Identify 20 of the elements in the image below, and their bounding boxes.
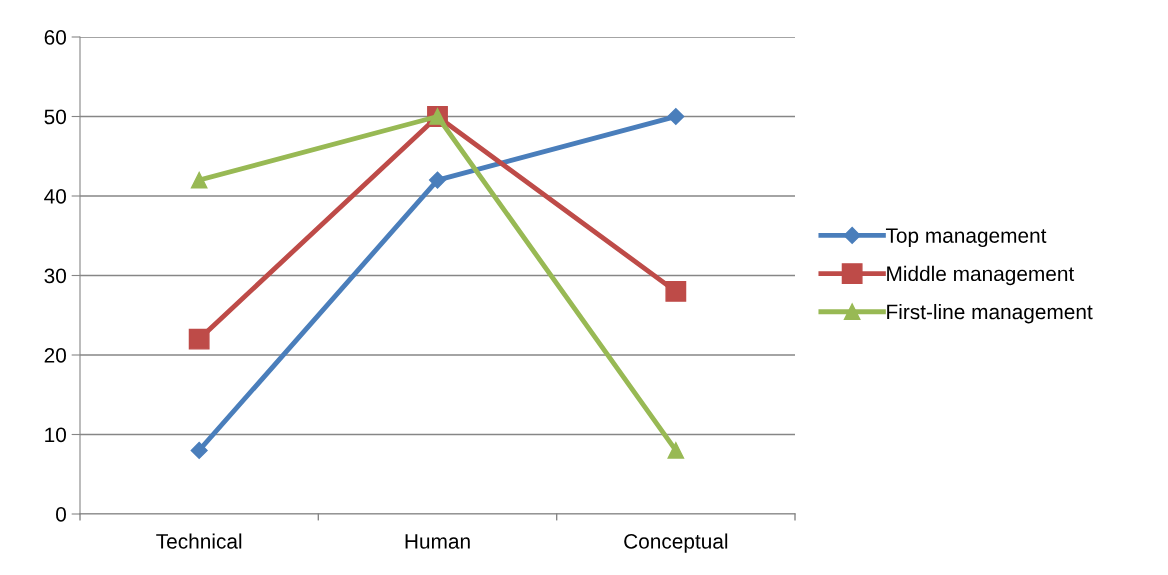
- point: [190, 171, 208, 189]
- y-tick-label: 40: [44, 189, 66, 204]
- x-tick-label: Conceptual: [624, 533, 728, 553]
- y-tick-label: 20: [44, 348, 66, 363]
- y-tick-label: 30: [44, 268, 66, 284]
- legend-label: Middle management: [887, 265, 1075, 286]
- point: [188, 328, 210, 350]
- y-tick-label: 0: [56, 507, 66, 522]
- legend-label: First-line management: [887, 303, 1093, 324]
- x-tick-label: Human: [405, 534, 470, 549]
- y-tick-label: 10: [45, 427, 66, 443]
- point: [667, 442, 685, 459]
- point: [190, 441, 208, 459]
- point: [428, 171, 447, 189]
- legend-label: Top management: [885, 228, 1047, 248]
- y-tick-label: 60: [44, 30, 66, 45]
- point: [665, 280, 687, 302]
- point: [667, 107, 685, 126]
- y-tick-label: 50: [44, 109, 66, 125]
- x-tick-label: Technical: [156, 533, 242, 549]
